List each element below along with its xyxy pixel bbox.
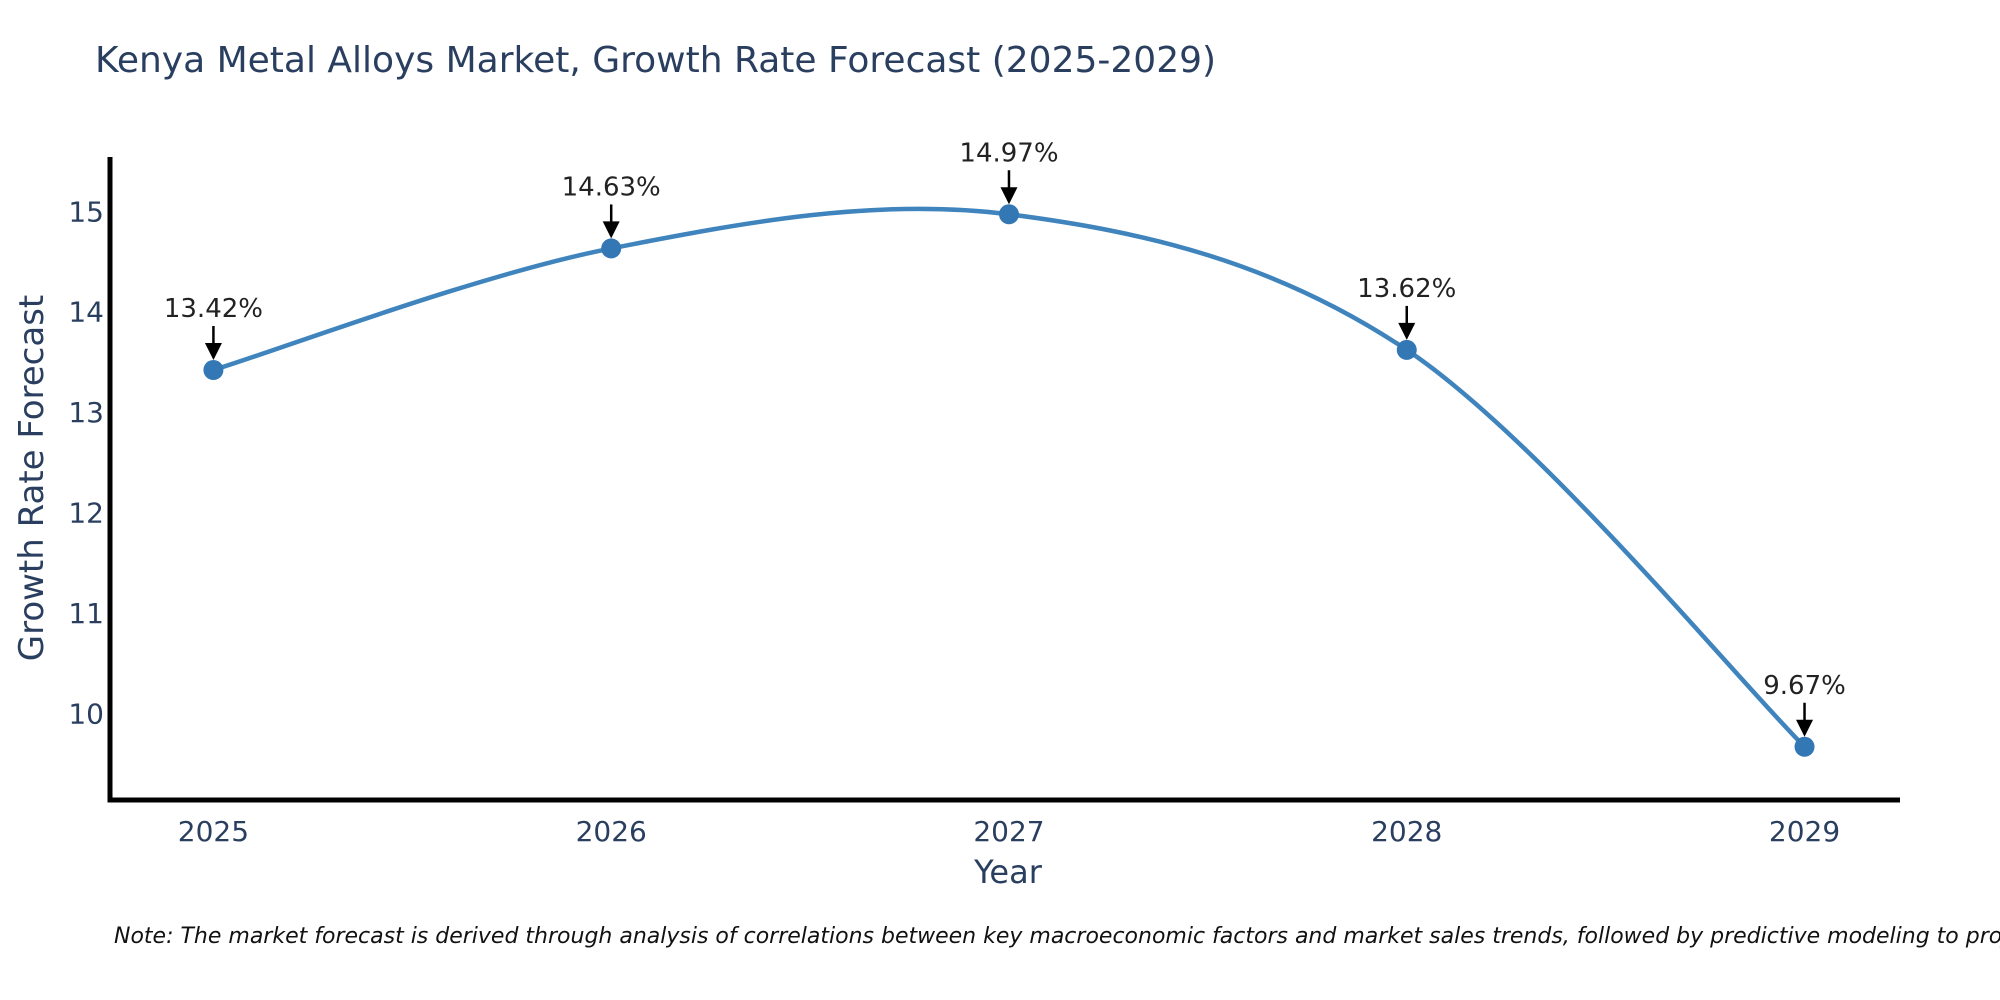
y-tick-label: 14: [68, 296, 104, 329]
data-point-marker: [601, 238, 622, 259]
y-tick-label: 11: [68, 597, 104, 630]
annotation-arrow-head: [1796, 719, 1814, 737]
point-value-label: 9.67%: [1763, 671, 1846, 701]
point-value-label: 14.63%: [562, 172, 661, 202]
data-point-marker: [998, 204, 1019, 225]
y-tick-label: 15: [68, 195, 104, 228]
y-tick-label: 10: [68, 698, 104, 731]
x-tick-label: 2029: [1769, 815, 1840, 848]
annotation-arrow-head: [602, 221, 620, 239]
y-tick-label: 12: [68, 497, 104, 530]
annotation-arrow-head: [1000, 187, 1018, 205]
annotation-arrow-head: [1398, 322, 1416, 340]
data-point-marker: [203, 359, 224, 380]
x-tick-label: 2026: [576, 815, 647, 848]
x-tick-label: 2027: [973, 815, 1044, 848]
point-value-label: 13.62%: [1357, 274, 1456, 304]
point-value-label: 13.42%: [164, 294, 263, 324]
forecast-line: [211, 206, 1807, 750]
x-axis-title: Year: [974, 853, 1042, 891]
x-tick-label: 2025: [178, 815, 249, 848]
y-tick-label: 13: [68, 396, 104, 429]
footnote: Note: The market forecast is derived thr…: [114, 924, 2000, 949]
annotation-arrow-head: [204, 342, 222, 360]
data-point-marker: [1794, 736, 1815, 757]
chart-title: Kenya Metal Alloys Market, Growth Rate F…: [95, 40, 1217, 81]
data-point-marker: [1396, 339, 1417, 360]
point-value-label: 14.97%: [959, 138, 1058, 168]
x-tick-label: 2028: [1371, 815, 1442, 848]
